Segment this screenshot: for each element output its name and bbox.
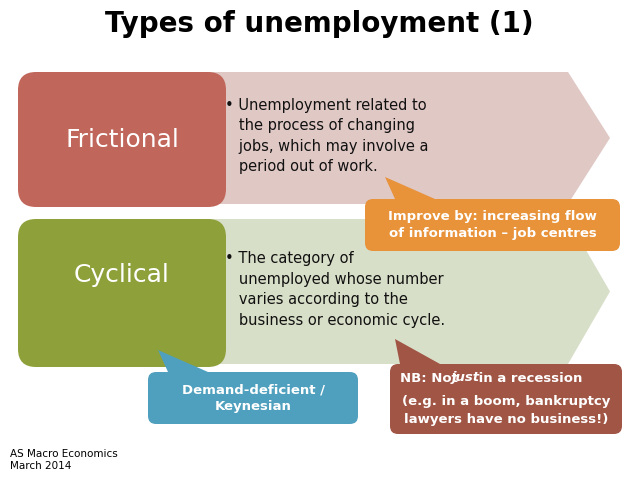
Polygon shape: [395, 339, 440, 364]
FancyBboxPatch shape: [18, 219, 226, 367]
Text: Demand-deficient /
Keynesian: Demand-deficient / Keynesian: [181, 383, 325, 413]
Text: NB: Not: NB: Not: [400, 372, 463, 385]
Text: Types of unemployment (1): Types of unemployment (1): [105, 10, 533, 38]
FancyBboxPatch shape: [365, 199, 620, 251]
Text: Cyclical: Cyclical: [74, 263, 170, 287]
Text: • Unemployment related to
   the process of changing
   jobs, which may involve : • Unemployment related to the process of…: [225, 98, 429, 174]
Text: Frictional: Frictional: [65, 127, 179, 151]
Text: AS Macro Economics
March 2014: AS Macro Economics March 2014: [10, 449, 118, 471]
Text: • The category of
   unemployed whose number
   varies according to the
   busin: • The category of unemployed whose numbe…: [225, 251, 445, 328]
Text: lawyers have no business!): lawyers have no business!): [404, 413, 608, 426]
Text: Improve by: increasing flow
of information – job centres: Improve by: increasing flow of informati…: [388, 210, 597, 240]
Polygon shape: [385, 177, 435, 199]
Text: in a recession: in a recession: [474, 372, 582, 385]
Polygon shape: [158, 350, 208, 372]
FancyBboxPatch shape: [148, 372, 358, 424]
FancyBboxPatch shape: [18, 72, 226, 207]
Text: (e.g. in a boom, bankruptcy: (e.g. in a boom, bankruptcy: [402, 395, 610, 408]
Polygon shape: [195, 72, 610, 204]
Polygon shape: [195, 219, 610, 364]
Text: just: just: [452, 372, 480, 385]
FancyBboxPatch shape: [390, 364, 622, 434]
